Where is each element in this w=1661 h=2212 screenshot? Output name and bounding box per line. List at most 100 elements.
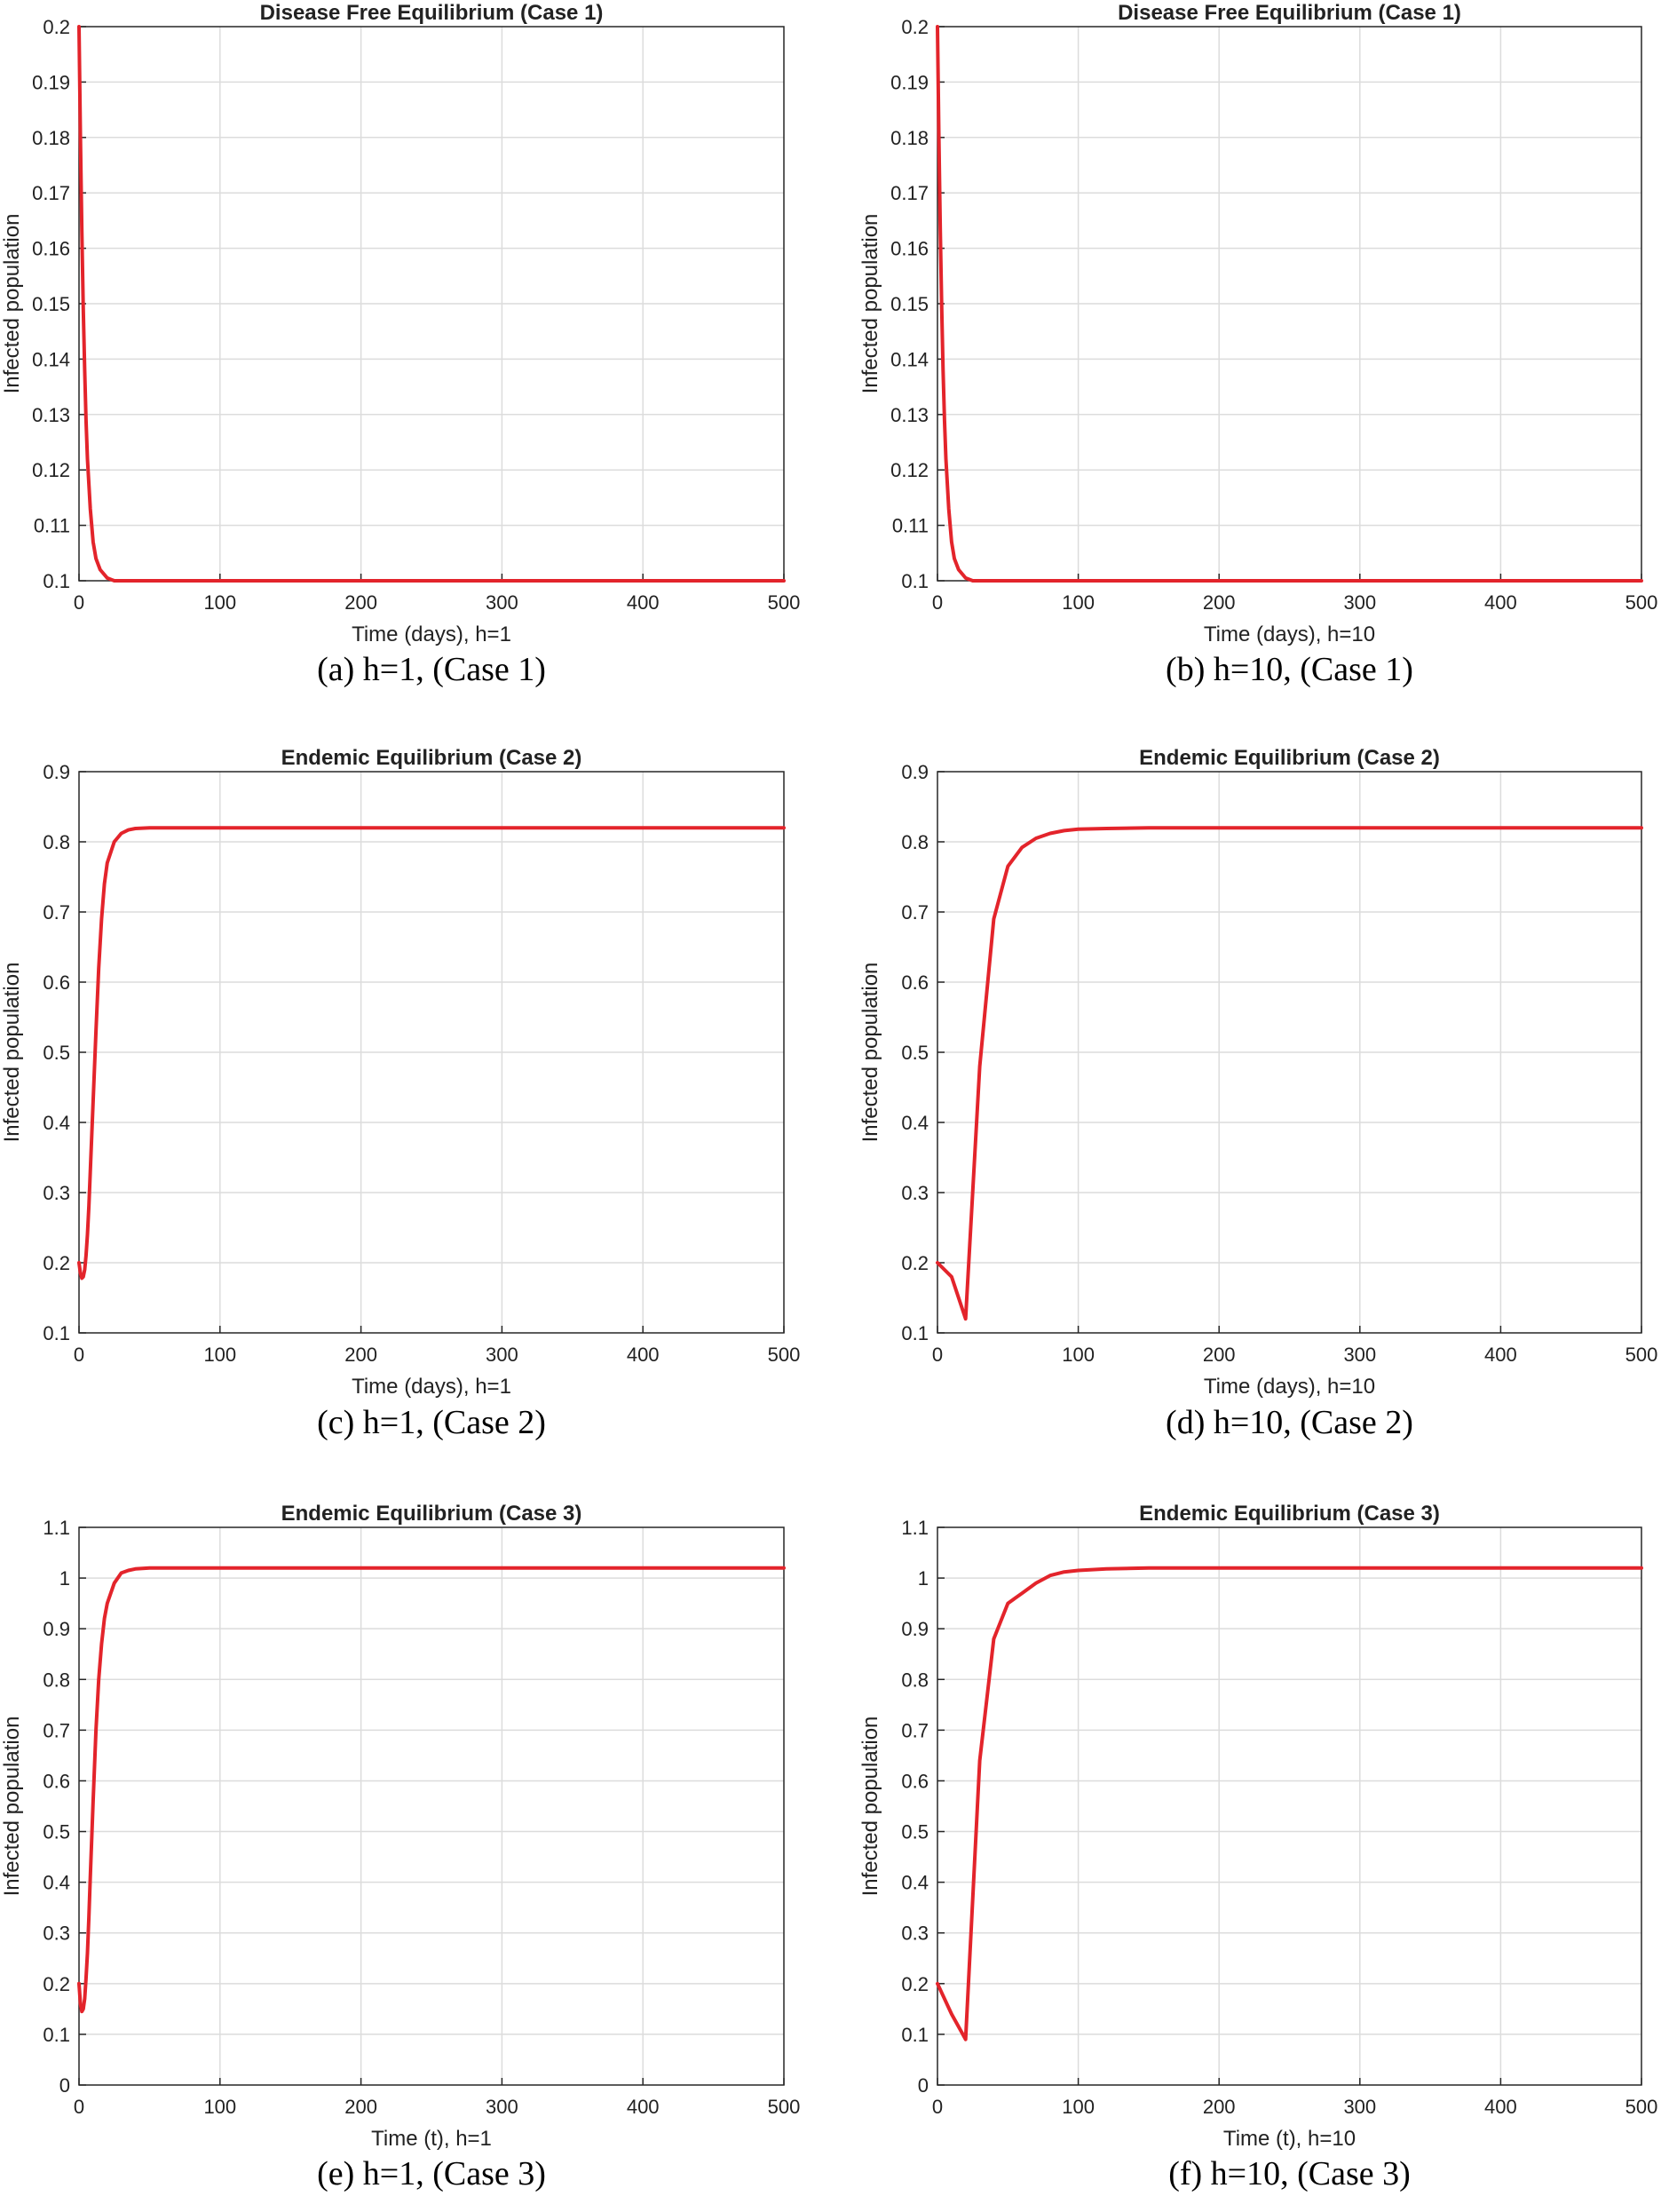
series-line: [77, 25, 786, 583]
plot-area: [937, 27, 1641, 581]
y-tick-label: 0.2: [43, 1252, 70, 1274]
figure-caption: (a) h=1, (Case 1): [317, 651, 546, 688]
y-tick-label: 0: [59, 2074, 70, 2097]
y-tick-label: 0.5: [43, 1042, 70, 1064]
x-axis-label: Time (days), h=10: [1204, 1375, 1375, 1399]
y-tick-label: 0.13: [32, 404, 70, 426]
y-tick-label: 0.1: [43, 570, 70, 592]
x-tick-label: 100: [1062, 1344, 1095, 1366]
y-tick-label: 0.9: [43, 761, 70, 783]
y-tick-label: 0.5: [43, 1821, 70, 1843]
series-line: [77, 826, 786, 1280]
y-tick-label: 0.5: [901, 1042, 929, 1064]
plot-area: [937, 772, 1641, 1333]
y-tick-label: 0.16: [32, 238, 70, 260]
x-tick-label: 500: [768, 2096, 801, 2118]
y-tick-label: 0.11: [34, 515, 70, 537]
x-tick-label: 300: [486, 2096, 518, 2118]
y-tick-label: 0.12: [890, 459, 929, 481]
y-tick-label: 0.15: [890, 293, 929, 315]
y-tick-label: 0.6: [901, 1770, 929, 1792]
x-tick-label: 0: [74, 591, 84, 614]
y-tick-label: 0: [918, 2074, 929, 2097]
series-line: [77, 1566, 786, 2014]
axes-box: [937, 1526, 1642, 2086]
figure-caption: (e) h=1, (Case 3): [317, 2155, 546, 2192]
y-tick-label: 0.19: [890, 71, 929, 93]
figure-caption: (c) h=1, (Case 2): [317, 1404, 546, 1441]
y-tick-label: 0.8: [901, 831, 929, 853]
plot-area: [79, 27, 784, 581]
x-tick-label: 400: [1484, 591, 1517, 614]
chart-title: Endemic Equilibrium (Case 3): [281, 1502, 582, 1526]
y-tick-label: 0.3: [43, 1182, 70, 1204]
series-line: [936, 1566, 1643, 2042]
x-tick-label: 200: [344, 591, 377, 614]
x-tick-label: 100: [203, 2096, 236, 2118]
x-tick-label: 100: [1062, 591, 1095, 614]
x-tick-label: 100: [203, 591, 236, 614]
y-tick-label: 0.1: [43, 2024, 70, 2046]
y-tick-label: 0.9: [901, 1618, 929, 1640]
series-line: [936, 25, 1643, 583]
y-tick-label: 0.6: [901, 971, 929, 994]
x-tick-label: 500: [768, 591, 801, 614]
chart-title: Disease Free Equilibrium (Case 1): [1118, 1, 1461, 25]
x-axis-label: Time (days), h=1: [352, 622, 511, 646]
y-tick-label: 0.14: [32, 348, 70, 370]
y-tick-label: 0.9: [43, 1618, 70, 1640]
y-axis-label: Infected population: [0, 214, 24, 394]
y-tick-label: 0.8: [43, 831, 70, 853]
y-tick-label: 0.1: [901, 2024, 929, 2046]
y-tick-label: 0.11: [892, 515, 929, 537]
x-tick-label: 500: [1625, 591, 1658, 614]
x-axis-label: Time (days), h=10: [1204, 622, 1375, 646]
y-tick-label: 0.1: [901, 1322, 929, 1344]
plot-area: [79, 772, 784, 1333]
y-tick-label: 0.7: [901, 901, 929, 924]
y-tick-label: 0.4: [43, 1872, 70, 1894]
y-tick-label: 1: [59, 1567, 70, 1590]
y-tick-label: 0.3: [901, 1923, 929, 1945]
x-tick-label: 0: [932, 2096, 943, 2118]
y-tick-label: 1.1: [43, 1517, 70, 1539]
x-tick-label: 0: [74, 1344, 84, 1366]
y-tick-label: 0.14: [890, 348, 929, 370]
x-tick-label: 400: [627, 591, 660, 614]
axes-box: [78, 771, 785, 1334]
y-tick-label: 0.18: [32, 127, 70, 149]
x-tick-label: 200: [344, 1344, 377, 1366]
y-tick-label: 0.6: [43, 971, 70, 994]
figure-caption: (f) h=10, (Case 3): [1168, 2155, 1411, 2192]
axes-box: [78, 1526, 785, 2086]
plot-area: [937, 1527, 1641, 2085]
x-tick-label: 300: [486, 1344, 518, 1366]
y-axis-label: Infected population: [858, 963, 882, 1143]
x-tick-label: 400: [1484, 1344, 1517, 1366]
y-tick-label: 0.3: [43, 1923, 70, 1945]
x-axis-label: Time (t), h=1: [371, 2127, 492, 2151]
y-axis-label: Infected population: [858, 214, 882, 394]
y-tick-label: 0.2: [43, 1973, 70, 1995]
y-tick-label: 0.1: [43, 1322, 70, 1344]
y-tick-label: 0.12: [32, 459, 70, 481]
y-tick-label: 0.18: [890, 127, 929, 149]
chart-title: Disease Free Equilibrium (Case 1): [260, 1, 604, 25]
y-tick-label: 0.15: [32, 293, 70, 315]
x-tick-label: 200: [1203, 1344, 1236, 1366]
y-tick-label: 0.4: [43, 1112, 70, 1134]
y-tick-label: 0.3: [901, 1182, 929, 1204]
y-axis-label: Infected population: [0, 963, 24, 1143]
chart-title: Endemic Equilibrium (Case 2): [1139, 746, 1440, 770]
figure-caption: (b) h=10, (Case 1): [1166, 651, 1413, 688]
x-tick-label: 500: [1625, 1344, 1658, 1366]
y-tick-label: 0.7: [43, 1719, 70, 1741]
y-tick-label: 0.5: [901, 1821, 929, 1843]
y-tick-label: 0.9: [901, 761, 929, 783]
series-line: [936, 826, 1643, 1321]
